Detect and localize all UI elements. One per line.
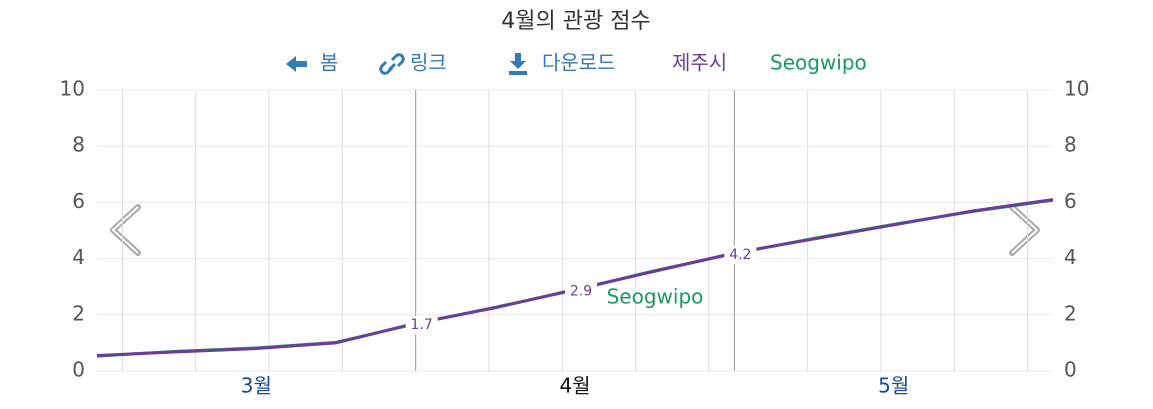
y-tick-label: 10 [60,77,85,101]
legend: 제주시 Seogwipo [672,51,867,75]
chart-title: 4월의 관광 점수 [501,9,650,34]
x-tick-label: 3월 [241,374,272,398]
y2-tick-label: 2 [1064,301,1077,325]
next-arrow [1009,204,1040,256]
view-label: 봄 [320,51,338,75]
y-tick-label: 2 [72,301,85,325]
prev-arrow [110,204,141,256]
next-arrow-inner [1011,206,1039,254]
download-button[interactable]: 다운로드 [509,51,616,76]
legend-entry: Seogwipo [770,51,867,75]
toolbar: 봄 링크 다운로드 [286,51,616,76]
series-end-label: Seogwipo [607,285,704,309]
y2-tick-label: 8 [1064,133,1077,157]
y-tick-label: 6 [72,189,85,213]
y-tick-label: 4 [72,245,85,269]
y-tick-label: 8 [72,133,85,157]
legend-entry: 제주시 [672,51,727,75]
view-button[interactable]: 봄 [286,51,338,75]
data-label: 2.9 [570,284,592,300]
link-icon [379,53,405,75]
y-tick-label: 0 [72,358,85,382]
series-line [96,198,1054,358]
x-tick-label: 5월 [878,374,909,398]
next-button[interactable] [1009,204,1040,256]
y2-tick-label: 10 [1064,77,1089,101]
y2-tick-label: 4 [1064,245,1077,269]
data-label: 4.2 [729,247,751,263]
x-tick-label: 4월 [559,374,590,398]
y2-tick-label: 6 [1064,189,1077,213]
link-button[interactable]: 링크 [379,51,447,75]
prev-button[interactable] [110,204,141,256]
label-bg [724,245,757,264]
prev-arrow-inner [111,206,139,254]
label-bg [565,282,597,301]
label-bg [405,316,438,335]
data-label: 1.7 [411,317,433,333]
y2-tick-label: 0 [1064,358,1077,382]
arrow-icon [286,56,307,72]
download-icon [509,53,527,75]
download-label: 다운로드 [542,51,616,75]
link-label: 링크 [410,51,447,75]
